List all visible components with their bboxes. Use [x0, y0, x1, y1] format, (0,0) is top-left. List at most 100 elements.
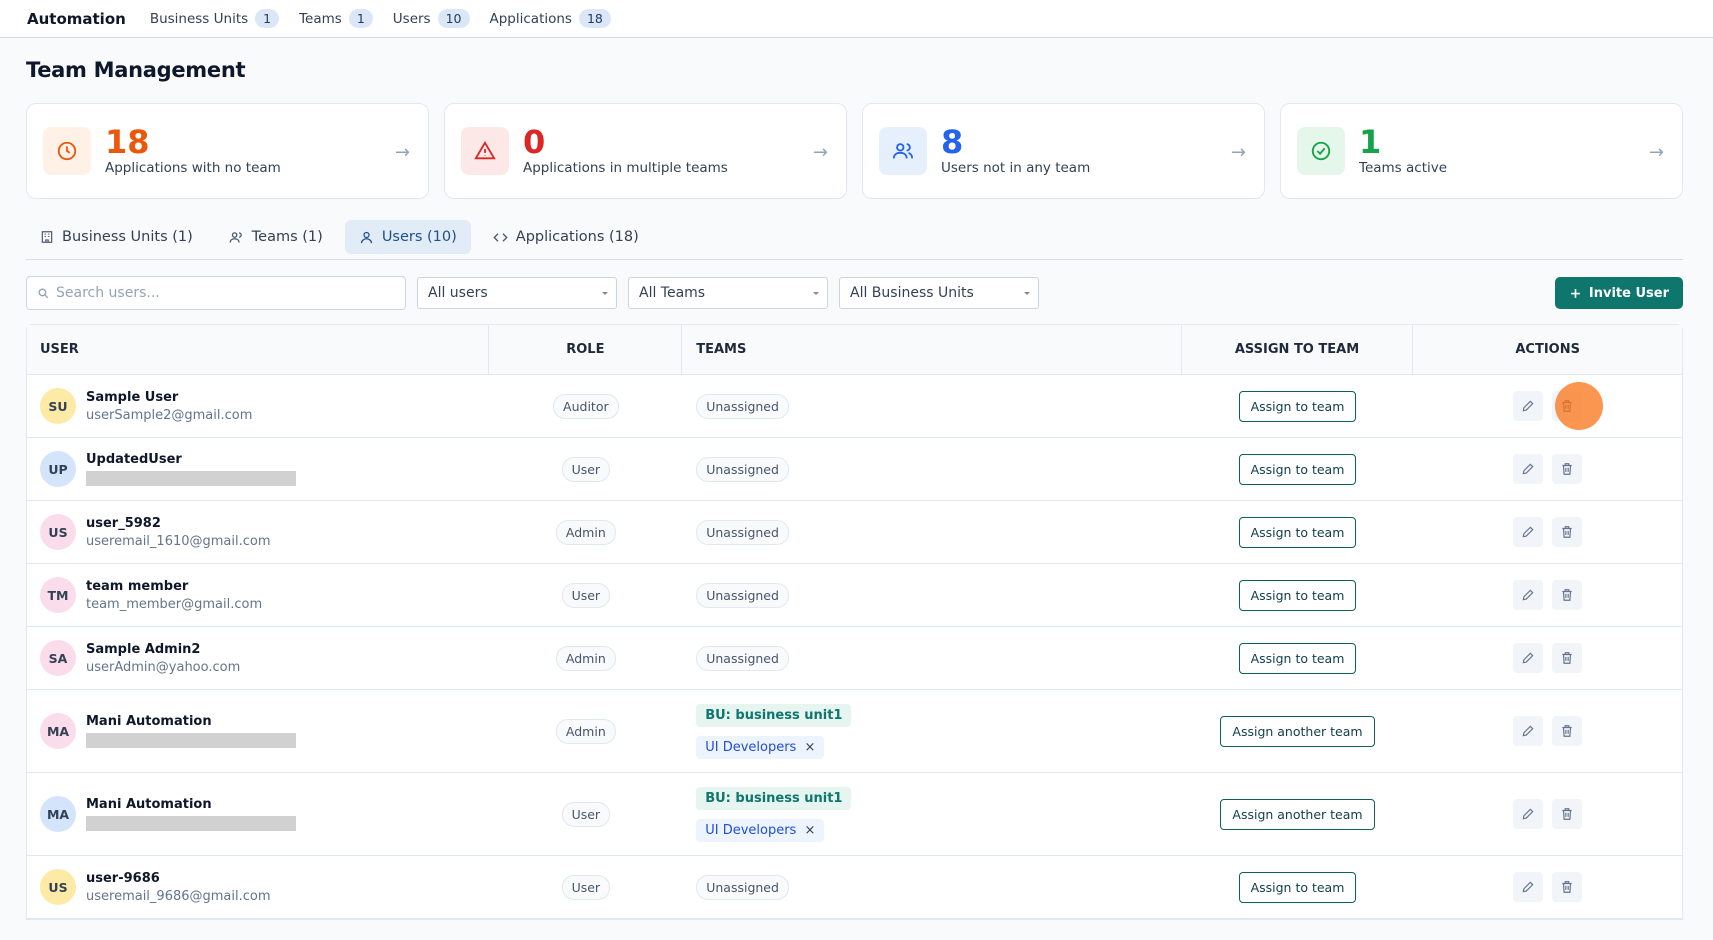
- role-cell: Admin: [489, 645, 682, 671]
- assign-button[interactable]: Assign to team: [1238, 579, 1357, 611]
- assign-button[interactable]: Assign to team: [1238, 642, 1357, 674]
- tab[interactable]: Business Units (1): [26, 220, 207, 254]
- table-row: TM team member team_member@gmail.com User Un…: [27, 564, 1682, 627]
- user-cell: MA Mani Automation: [27, 796, 489, 832]
- page-title: Team Management: [26, 58, 246, 82]
- table-row: UP UpdatedUser User Unassigned Assign to tea…: [27, 438, 1682, 501]
- team-wrap: UI Developers ×: [696, 727, 1181, 759]
- tab-label: Applications (18): [515, 229, 639, 245]
- column-header: TEAMS: [682, 325, 1182, 374]
- filter-select[interactable]: All Teams: [628, 277, 828, 309]
- search-box[interactable]: Search users...: [26, 276, 406, 310]
- tab-label: Teams (1): [251, 229, 323, 245]
- remove-team[interactable]: ×: [800, 739, 816, 755]
- avatar: TM: [40, 577, 76, 613]
- edit-button[interactable]: [1513, 716, 1544, 746]
- team-name: UI Developers: [705, 822, 797, 838]
- tab-label: Users (10): [381, 229, 457, 245]
- assign-button[interactable]: Assign to team: [1238, 516, 1357, 548]
- brand[interactable]: Automation: [27, 9, 126, 28]
- edit-button[interactable]: [1513, 391, 1544, 421]
- user: SU Sample User userSample2@gmail.com: [40, 388, 489, 424]
- user: UP UpdatedUser: [40, 451, 489, 487]
- assign-cell: Assign to team: [1182, 871, 1414, 903]
- assign-button[interactable]: Assign another team: [1220, 715, 1375, 747]
- assign-button[interactable]: Assign to team: [1238, 871, 1357, 903]
- edit-button[interactable]: [1513, 799, 1544, 829]
- user-cell: UP UpdatedUser: [27, 451, 489, 487]
- user-name: Sample Admin2: [86, 641, 201, 657]
- delete-button[interactable]: [1552, 872, 1583, 902]
- user-email: team_member@gmail.com: [86, 596, 263, 612]
- stat-label: Applications with no team: [105, 160, 281, 176]
- edit-button[interactable]: [1513, 517, 1544, 547]
- avatar: US: [40, 869, 76, 905]
- delete-button[interactable]: [1552, 643, 1583, 673]
- user-name: Mani Automation: [86, 714, 212, 729]
- tab-icon: [40, 230, 54, 244]
- filter-select[interactable]: All users: [417, 277, 617, 309]
- bu-wrap: BU: business unit1: [696, 786, 1181, 810]
- business-unit-chip: BU: business unit1: [696, 703, 852, 727]
- nav-item[interactable]: Business Units 1: [150, 9, 280, 28]
- actions: [1413, 382, 1682, 430]
- role-chip: Admin: [555, 718, 616, 744]
- remove-team[interactable]: ×: [800, 822, 816, 838]
- icon: [1569, 287, 1582, 300]
- column-header: ASSIGN TO TEAM: [1182, 325, 1414, 374]
- nav-item[interactable]: Teams 1: [299, 9, 373, 28]
- stat-card[interactable]: 8 Users not in any team →: [862, 103, 1265, 199]
- user-text: team member team_member@gmail.com: [86, 579, 262, 612]
- tab-icon: [359, 230, 374, 245]
- delete-button[interactable]: [1552, 580, 1583, 610]
- stat-card[interactable]: 1 Teams active →: [1280, 103, 1683, 199]
- arrow-icon: →: [1648, 142, 1664, 163]
- edit-button[interactable]: [1513, 872, 1544, 902]
- teams-cell: Unassigned: [682, 645, 1181, 671]
- actions-cell: [1413, 382, 1682, 430]
- click-highlight: [1555, 382, 1604, 430]
- edit-button[interactable]: [1513, 580, 1544, 610]
- tab[interactable]: Applications (18): [479, 220, 653, 254]
- user-name: Mani Automation: [86, 797, 212, 812]
- assign-button[interactable]: Assign to team: [1238, 390, 1357, 422]
- filter-select[interactable]: All Business Units: [839, 277, 1039, 309]
- avatar: MA: [40, 796, 76, 832]
- assign-cell: Assign to team: [1182, 453, 1414, 485]
- stat-icon: [461, 127, 509, 175]
- assign-button[interactable]: Assign to team: [1238, 453, 1357, 485]
- nav-item[interactable]: Users 10: [393, 9, 470, 28]
- tab[interactable]: Users (10): [344, 220, 471, 254]
- stat-card[interactable]: 18 Applications with no team →: [26, 103, 429, 199]
- stat-text: 0 Applications in multiple teams: [523, 126, 728, 176]
- arrow-icon: →: [1230, 142, 1246, 163]
- assign-button[interactable]: Assign another team: [1220, 798, 1375, 830]
- user-email: useremail_9686@gmail.com: [86, 888, 271, 904]
- tab-label: Business Units (1): [62, 229, 193, 245]
- nav-label: Teams: [299, 10, 342, 27]
- delete-button[interactable]: [1552, 454, 1583, 484]
- tab[interactable]: Teams (1): [215, 220, 337, 254]
- stat-icon: [43, 127, 91, 175]
- stat-label: Applications in multiple teams: [523, 160, 728, 176]
- role-chip: Admin: [555, 645, 616, 671]
- table-row: SA Sample Admin2 userAdmin@yahoo.com Admin U…: [27, 627, 1682, 690]
- actions: [1413, 580, 1682, 610]
- edit-button[interactable]: [1513, 643, 1544, 673]
- delete-button[interactable]: [1552, 517, 1583, 547]
- role-cell: Admin: [489, 519, 682, 545]
- assign-cell: Assign another team: [1182, 798, 1414, 830]
- avatar: US: [40, 514, 76, 550]
- delete-button[interactable]: [1552, 799, 1583, 829]
- invite-button[interactable]: Invite User: [1554, 277, 1683, 309]
- delete-button[interactable]: [1552, 716, 1583, 746]
- nav-item[interactable]: Applications 18: [490, 9, 611, 28]
- edit-button[interactable]: [1513, 454, 1544, 484]
- avatar: UP: [40, 451, 76, 487]
- user-cell: TM team member team_member@gmail.com: [27, 577, 489, 613]
- stat-card[interactable]: 0 Applications in multiple teams →: [444, 103, 847, 199]
- user-cell: US user-9686 useremail_9686@gmail.com: [27, 869, 489, 905]
- team-chip: UI Developers ×: [696, 818, 825, 842]
- status-chip: Unassigned: [696, 519, 789, 545]
